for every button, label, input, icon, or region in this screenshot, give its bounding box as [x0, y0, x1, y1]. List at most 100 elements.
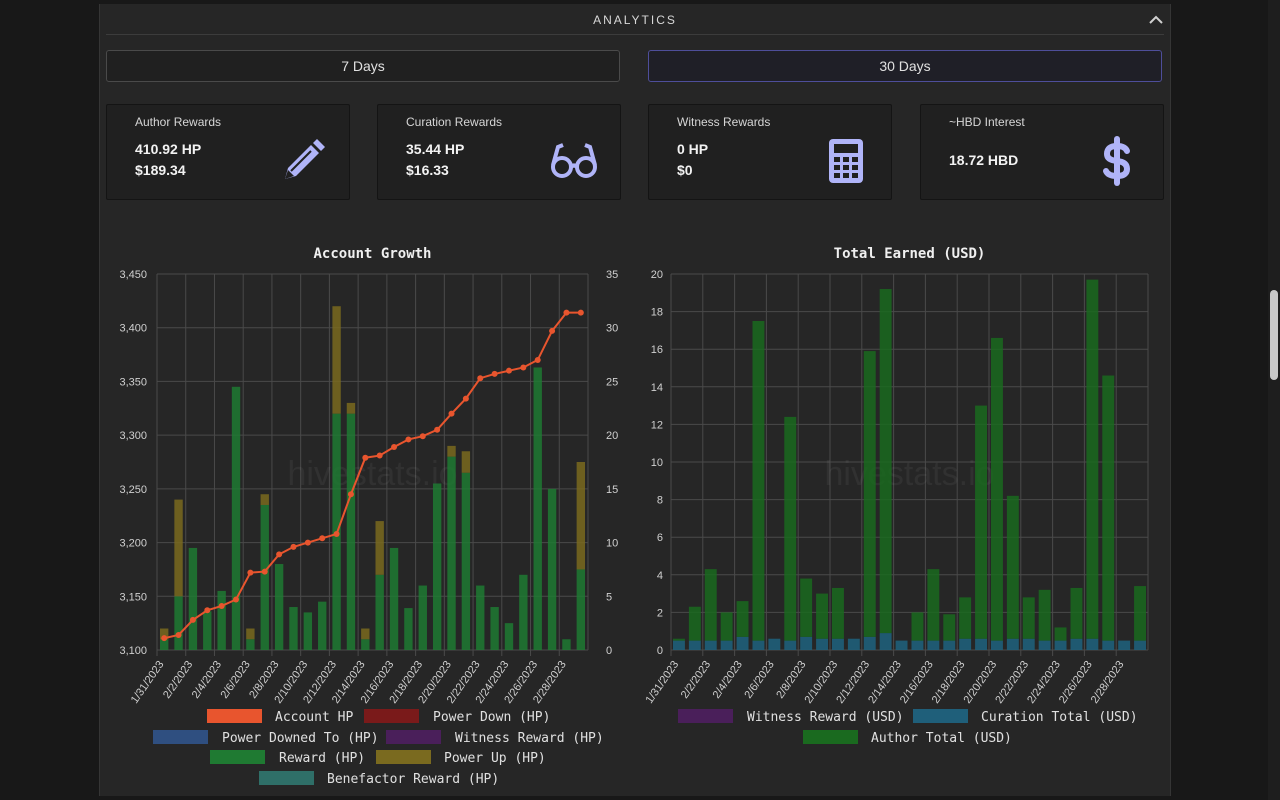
reward-bar — [246, 639, 255, 650]
reward-bar — [217, 590, 226, 650]
author-bar — [752, 321, 765, 641]
author-bar — [1086, 279, 1099, 639]
account-hp-point — [434, 426, 441, 433]
y-tick-label: 4 — [657, 570, 663, 582]
power-up-bar — [375, 521, 384, 575]
y-tick-label-right: 25 — [606, 376, 618, 388]
reward-bar — [476, 585, 485, 650]
account-hp-point — [505, 367, 512, 374]
account-hp-point — [477, 375, 484, 382]
legend-swatch — [386, 730, 441, 744]
account-hp-point — [563, 309, 570, 316]
y-tick-label-left: 3,400 — [119, 323, 147, 335]
account-hp-point — [161, 635, 168, 642]
account-hp-point — [304, 539, 311, 546]
pencil-icon — [285, 139, 325, 179]
chevron-up-icon[interactable] — [1148, 12, 1164, 28]
curation-bar — [1070, 638, 1083, 650]
curation-bar — [911, 640, 924, 650]
curation-bar — [704, 640, 717, 650]
account-hp-point — [391, 443, 398, 450]
curation-bar — [1118, 640, 1131, 650]
period-30-days-button[interactable]: 30 Days — [648, 50, 1162, 82]
account-hp-point — [419, 433, 426, 440]
curation-bar — [1038, 640, 1051, 650]
witness-rewards-card: Witness Rewards 0 HP $0 — [648, 104, 892, 200]
author-bar — [943, 614, 956, 641]
card-value-usd: $16.33 — [406, 162, 449, 178]
reward-bar — [447, 456, 456, 650]
curation-bar — [752, 640, 765, 650]
power-up-bar — [174, 499, 183, 597]
y-tick-label-left: 3,350 — [119, 376, 147, 388]
reward-bar — [346, 413, 356, 650]
curation-bar — [1054, 640, 1067, 650]
x-tick-label: 2/2/2023 — [679, 659, 713, 701]
divider — [106, 34, 1164, 35]
account-hp-point — [276, 551, 283, 558]
curation-bar — [768, 638, 781, 650]
glasses-icon — [551, 143, 597, 178]
legend-swatch — [259, 771, 314, 785]
author-bar — [1006, 495, 1019, 639]
curation-bar — [800, 636, 813, 650]
author-bar — [959, 597, 972, 639]
period-7-days-button[interactable]: 7 Days — [106, 50, 620, 82]
curation-bar — [832, 638, 844, 650]
reward-bar — [303, 612, 313, 650]
y-tick-label-left: 3,100 — [119, 645, 147, 657]
legend-label: Power Down (HP) — [433, 710, 550, 725]
scrollbar-thumb[interactable] — [1270, 290, 1278, 380]
curation-bar — [943, 640, 956, 650]
curation-bar — [927, 640, 940, 650]
power-up-bar — [246, 628, 255, 640]
author-bar — [1102, 375, 1115, 641]
reward-bar — [160, 639, 169, 650]
author-bar — [736, 601, 749, 637]
power-up-bar — [461, 451, 471, 473]
account-hp-point — [520, 364, 527, 371]
x-tick-label: 2/4/2023 — [711, 659, 745, 701]
card-title: Curation Rewards — [406, 115, 503, 129]
y-tick-label-left: 3,250 — [119, 484, 147, 496]
curation-bar — [688, 640, 701, 650]
reward-bar — [361, 639, 370, 650]
reward-bar — [576, 569, 585, 650]
card-value-hp: 410.92 HP — [135, 141, 202, 157]
author-bar — [1022, 597, 1035, 639]
y-tick-label: 10 — [651, 457, 663, 469]
card-value-usd: $189.34 — [135, 162, 186, 178]
curation-bar — [1134, 640, 1146, 650]
reward-bar — [533, 367, 542, 650]
scrollbar-track[interactable] — [1268, 0, 1280, 800]
author-bar — [879, 289, 892, 634]
card-value-hbd: 18.72 HBD — [949, 152, 1019, 168]
reward-bar — [203, 611, 212, 650]
account-hp-point — [376, 452, 383, 459]
account-hp-point — [247, 569, 254, 576]
card-value-hp: 35.44 HP — [406, 141, 465, 157]
y-tick-label: 0 — [657, 645, 663, 657]
account-hp-point — [462, 395, 469, 402]
y-tick-label: 14 — [651, 382, 663, 394]
curation-bar — [847, 638, 860, 650]
account-hp-point — [549, 327, 556, 334]
legend-label: Reward (HP) — [279, 751, 365, 766]
curation-bar — [673, 640, 685, 650]
curation-bar — [1102, 640, 1115, 650]
curation-bar — [720, 640, 733, 650]
author-bar — [863, 351, 876, 637]
y-tick-label-left: 3,300 — [119, 430, 147, 442]
account-hp-point — [204, 607, 211, 614]
reward-bar — [174, 596, 183, 650]
reward-bar — [562, 639, 571, 650]
legend-swatch — [210, 750, 265, 764]
x-tick-label: 1/31/2023 — [129, 659, 167, 706]
legend-label: Account HP — [275, 710, 353, 725]
author-bar — [816, 593, 828, 639]
account-hp-point — [189, 616, 196, 623]
y-tick-label-right: 5 — [606, 591, 612, 603]
card-title: Author Rewards — [135, 115, 222, 129]
y-tick-label-right: 15 — [606, 484, 618, 496]
